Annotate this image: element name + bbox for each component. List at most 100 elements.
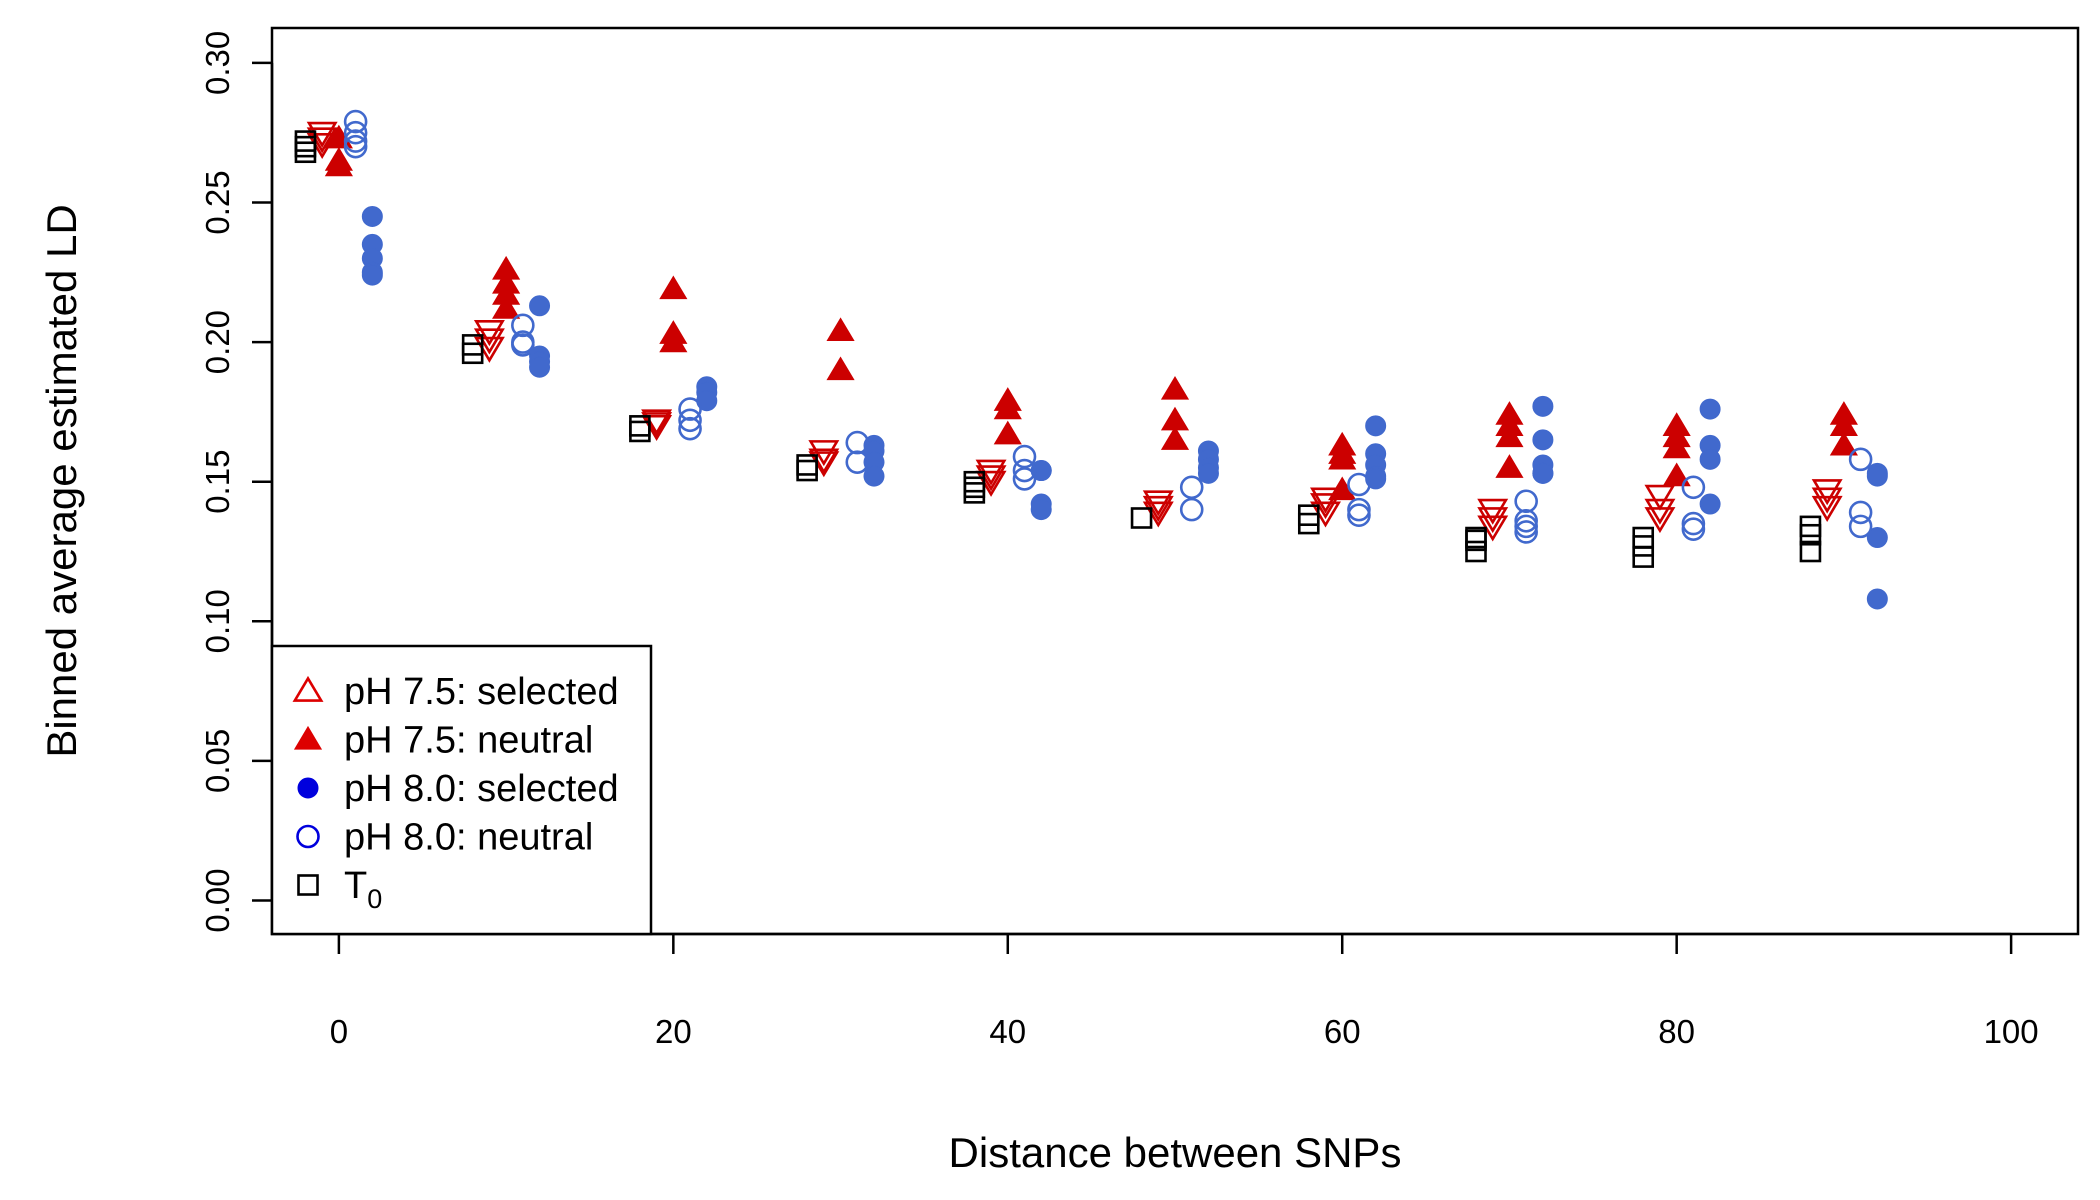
y-tick-label: 0.30	[199, 31, 236, 95]
legend-entry: T0	[297, 865, 382, 914]
legend-entry: pH 7.5: selected	[292, 671, 619, 713]
x-axis-title: Distance between SNPs	[949, 1129, 1402, 1176]
x-axis: 0 20 40 60 80 100	[330, 932, 2039, 1050]
data-point	[678, 397, 702, 421]
data-point	[1477, 498, 1509, 525]
data-point	[678, 408, 702, 433]
legend-label: pH 8.0: neutral	[344, 817, 593, 859]
data-point	[1799, 523, 1822, 546]
data-point	[1532, 429, 1554, 451]
data-point	[1012, 458, 1037, 483]
x-tick-label: 100	[1984, 1013, 2039, 1050]
data-point	[1811, 495, 1843, 522]
data-point	[324, 152, 353, 177]
data-point	[361, 205, 383, 227]
data-point	[826, 317, 855, 342]
data-point	[1160, 375, 1190, 400]
data-point	[1699, 493, 1721, 515]
data-point	[659, 275, 688, 300]
data-point	[1328, 445, 1357, 470]
data-point	[1681, 517, 1706, 541]
legend-entry: pH 8.0: neutral	[296, 817, 593, 859]
data-point	[826, 356, 855, 381]
data-point	[343, 109, 368, 134]
data-point	[1012, 467, 1037, 491]
data-point	[863, 465, 885, 487]
x-tick-label: 20	[655, 1013, 692, 1050]
data-point	[1662, 462, 1691, 487]
data-point	[492, 295, 521, 319]
y-tick-label: 0.25	[199, 170, 236, 234]
data-point	[1532, 462, 1554, 484]
data-point	[1514, 508, 1538, 533]
y-tick-label: 0.20	[199, 310, 236, 374]
data-point	[461, 342, 484, 365]
x-tick-label: 80	[1658, 1013, 1695, 1050]
legend-label: T0	[344, 865, 382, 914]
series-2	[361, 205, 1888, 610]
data-point	[659, 328, 688, 353]
data-point	[1179, 497, 1204, 522]
data-point	[511, 313, 535, 338]
data-point	[1465, 540, 1487, 563]
data-point	[1699, 448, 1721, 470]
data-point	[1514, 489, 1538, 514]
data-point	[1811, 487, 1843, 514]
data-point	[1160, 426, 1190, 450]
legend-marker	[297, 874, 319, 896]
data-point	[1347, 497, 1371, 522]
y-axis-title: Binned average estimated LD	[38, 204, 85, 757]
legend-marker	[296, 824, 320, 849]
data-point	[1681, 511, 1706, 536]
data-point	[343, 129, 368, 153]
legend-marker	[293, 725, 323, 750]
data-point	[1644, 484, 1676, 511]
x-tick-label: 0	[330, 1013, 348, 1050]
data-point	[1495, 423, 1524, 448]
legend-label: pH 7.5: selected	[344, 671, 619, 713]
data-point	[294, 141, 317, 164]
data-point	[1699, 398, 1721, 420]
data-point	[1365, 415, 1387, 437]
legend-box	[270, 644, 653, 936]
legend-entry: pH 7.5: neutral	[293, 720, 593, 762]
data-point	[1514, 520, 1538, 544]
data-point	[1866, 527, 1888, 549]
data-point	[1130, 507, 1153, 529]
legend-entry: pH 8.0: selected	[297, 768, 619, 810]
data-point	[1799, 540, 1822, 563]
data-point	[361, 264, 383, 286]
data-point	[845, 430, 870, 455]
data-point	[529, 295, 551, 317]
plot-points	[294, 109, 1888, 610]
data-point	[1030, 499, 1052, 521]
data-point	[1477, 507, 1509, 534]
data-point	[1644, 498, 1676, 525]
data-point	[993, 395, 1022, 420]
legend-marker	[297, 777, 319, 799]
data-point	[1297, 512, 1320, 535]
data-point	[1179, 475, 1204, 500]
plot-area-frame	[270, 26, 2080, 936]
data-point	[1465, 529, 1487, 552]
data-point	[629, 420, 651, 443]
data-point	[1848, 447, 1873, 472]
data-point	[473, 320, 505, 347]
data-point	[1347, 503, 1371, 528]
data-point	[1829, 431, 1858, 456]
y-tick-label: 0.00	[199, 868, 236, 932]
data-point	[1848, 514, 1873, 539]
data-point	[1012, 444, 1037, 469]
y-tick-label: 0.05	[199, 729, 236, 793]
x-tick-label: 60	[1324, 1013, 1361, 1050]
series-4	[294, 130, 1822, 568]
data-point	[1644, 507, 1676, 534]
data-point	[1866, 588, 1888, 610]
data-point	[1632, 535, 1655, 557]
data-point	[1848, 500, 1873, 525]
data-point	[678, 416, 702, 441]
data-point	[1811, 479, 1843, 506]
data-point	[529, 356, 551, 378]
